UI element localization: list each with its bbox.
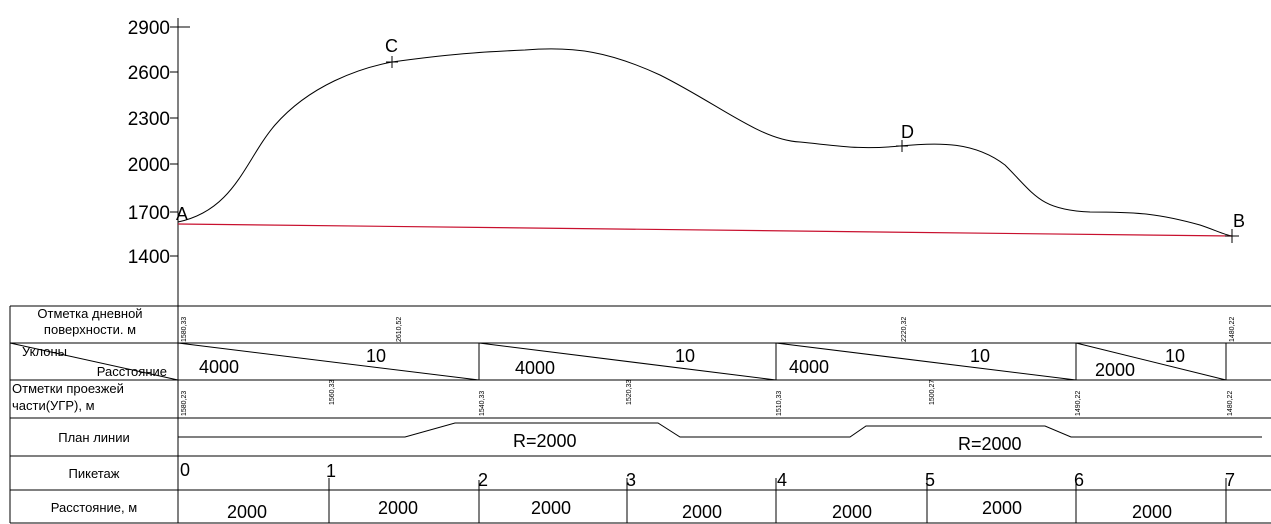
y-tick-label: 1700 (128, 203, 170, 224)
picket-number: 4 (777, 470, 787, 490)
road-mark: 1500,27 (929, 380, 936, 405)
slope-diagonal (478, 342, 777, 381)
road-mark: 1490,22 (1075, 391, 1082, 416)
slope-length: 4000 (789, 357, 829, 377)
y-tick-label: 2600 (128, 63, 170, 84)
segment-distance: 2000 (378, 498, 418, 518)
point-d-label: D (901, 122, 914, 142)
slope-diagonal (177, 342, 480, 381)
y-tick-label: 2900 (128, 18, 170, 39)
picket-number: 3 (626, 470, 636, 490)
row-label-road: части(УГР), м (12, 398, 95, 413)
road-mark: 1480,22 (1227, 391, 1234, 416)
picket-number: 7 (1225, 470, 1235, 490)
slope-value: 10 (970, 346, 990, 366)
ground-surface-curve (177, 48, 1233, 237)
row-label-road: Отметки проезжей (12, 381, 124, 396)
y-tick-label: 1400 (128, 247, 170, 268)
slope-diagonal (1075, 342, 1227, 381)
point-a-label: A (176, 204, 188, 224)
surface-mark: 1480,22 (1229, 317, 1236, 342)
surface-mark: 1580,33 (181, 317, 188, 342)
point-b-label: B (1233, 211, 1245, 231)
segment-distance: 2000 (227, 502, 267, 522)
point-c-label: C (385, 36, 398, 56)
picket-number: 0 (180, 460, 190, 480)
row-label-surface: Отметка дневной (37, 306, 142, 321)
slope-value: 10 (1165, 346, 1185, 366)
slope-label-diagonal (9, 342, 179, 381)
row-label-plan: План линии (58, 430, 130, 445)
slope-diagonal (775, 342, 1077, 381)
segment-distance: 2000 (531, 498, 571, 518)
slope-value: 10 (366, 346, 386, 366)
slope-value: 10 (675, 346, 695, 366)
segment-distance: 2000 (832, 502, 872, 522)
surface-mark: 2220,32 (901, 317, 908, 342)
picket-number: 6 (1074, 470, 1084, 490)
row-label-slopes: Уклоны (22, 344, 67, 359)
curve-radius-label: R=2000 (958, 434, 1022, 454)
curve-radius-label: R=2000 (513, 431, 577, 451)
picket-number: 1 (326, 461, 336, 481)
design-grade-line (177, 223, 1233, 237)
slope-length: 4000 (199, 357, 239, 377)
surface-mark: 2610,52 (396, 317, 403, 342)
picket-number: 5 (925, 470, 935, 490)
row-label-surface: поверхности. м (44, 322, 136, 337)
road-mark: 1560,33 (329, 380, 336, 405)
picket-number: 2 (478, 470, 488, 490)
road-mark: 1520,33 (626, 380, 633, 405)
road-mark: 1580,23 (181, 391, 188, 416)
road-mark: 1510,33 (776, 391, 783, 416)
segment-distance: 2000 (982, 498, 1022, 518)
y-tick-label: 2000 (128, 155, 170, 176)
y-tick-label: 2300 (128, 109, 170, 130)
row-label-distance: Расстояние (97, 364, 167, 379)
row-label-picket: Пикетаж (69, 466, 120, 481)
slope-length: 4000 (515, 358, 555, 378)
slope-length: 2000 (1095, 360, 1135, 380)
row-label-distance-m: Расстояние, м (51, 500, 137, 515)
segment-distance: 2000 (682, 502, 722, 522)
road-mark: 1540,33 (479, 391, 486, 416)
segment-distance: 2000 (1132, 502, 1172, 522)
plan-line (178, 422, 1262, 438)
